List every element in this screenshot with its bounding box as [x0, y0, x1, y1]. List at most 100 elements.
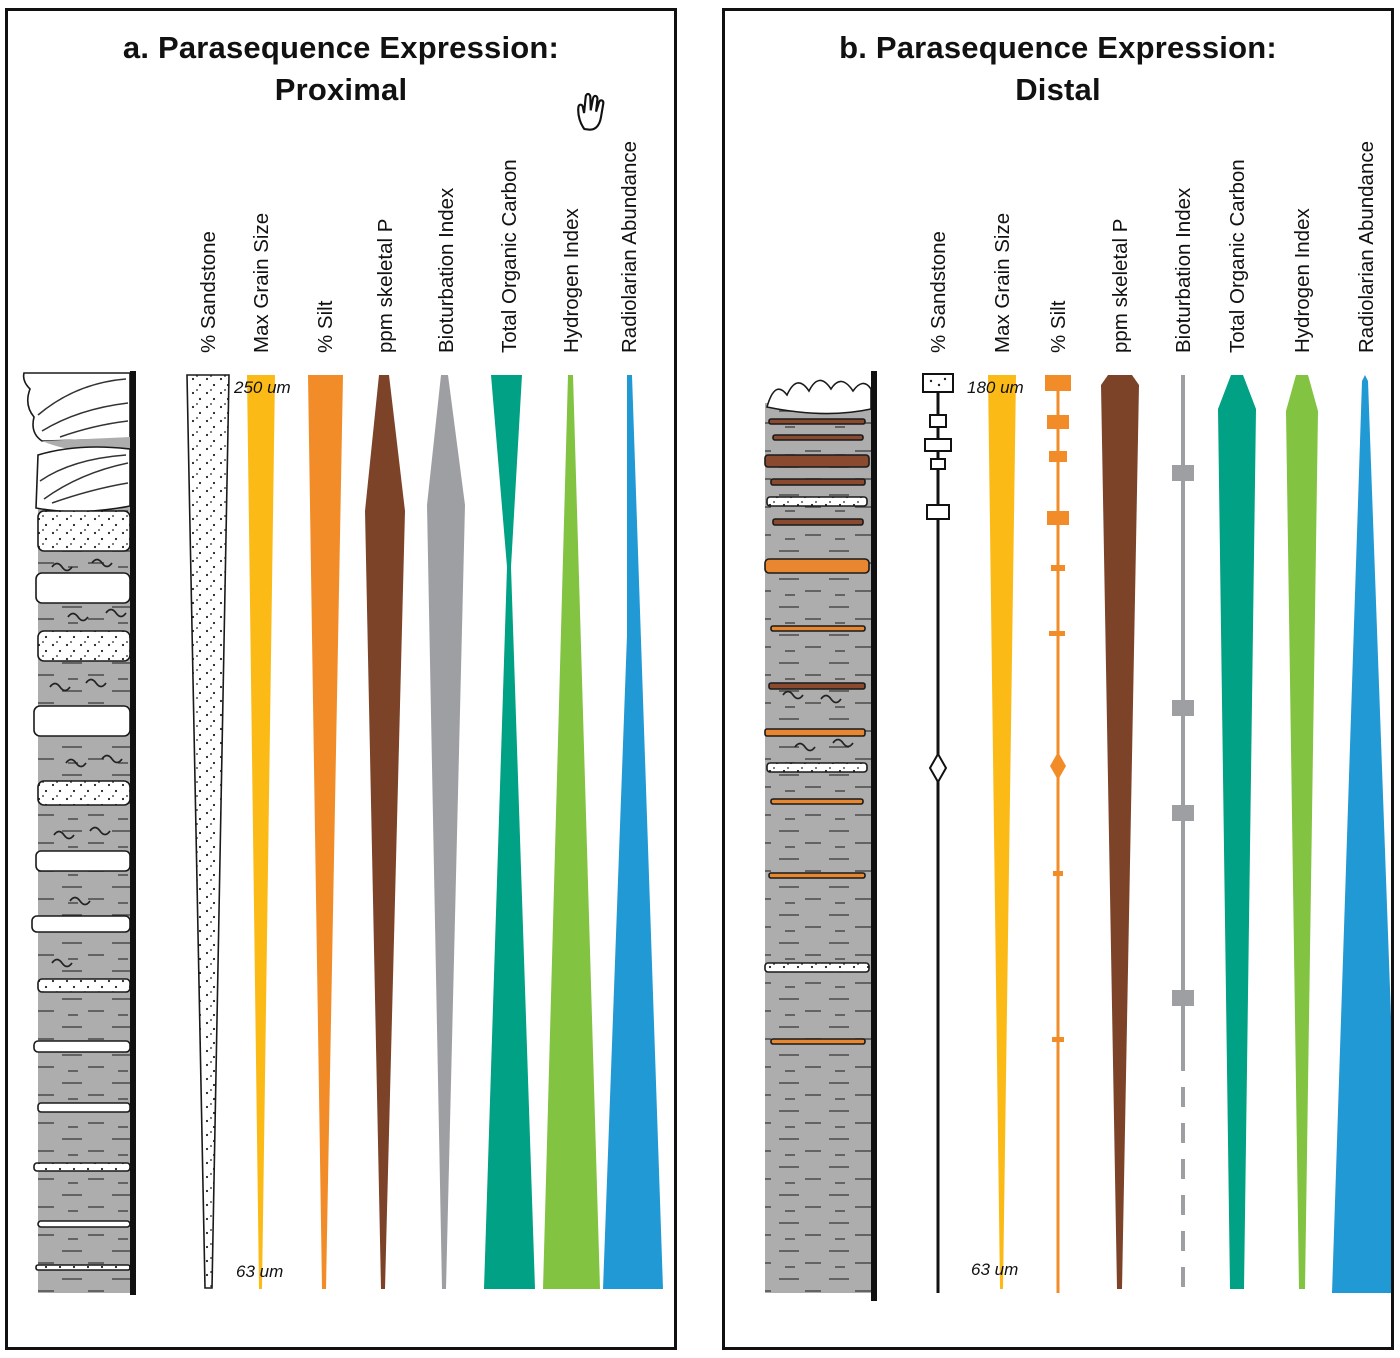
skeletal-p-curve [1101, 375, 1139, 1289]
orange-bed [764, 558, 870, 574]
column-label-max-grain: Max Grain Size [991, 213, 1014, 353]
sand-spike [922, 373, 954, 393]
max-grain-size-curve [988, 375, 1016, 1289]
datum-line [130, 371, 136, 1295]
sandstone-bed [33, 705, 131, 737]
silt-spike [1047, 511, 1069, 525]
panel-b-plot: % Sandstone Max Grain Size % Silt ppm sk… [764, 141, 1391, 1301]
log-baseline [936, 375, 940, 1293]
hand-cursor-icon [571, 89, 611, 133]
lithology-column-proximal [22, 371, 136, 1295]
column-label-max-grain: Max Grain Size [250, 213, 273, 353]
max-grain-size-curve [247, 375, 275, 1289]
silt-diamond-spike [1050, 752, 1066, 780]
stipple-dot [937, 383, 941, 387]
column-label-bioturbation: Bioturbation Index [435, 187, 458, 353]
silt-tick [1052, 1037, 1064, 1042]
sand-spike [929, 414, 947, 428]
silt-spike [1049, 451, 1067, 462]
cross-lamination [43, 462, 129, 500]
sand-diamond-spike [928, 751, 948, 785]
panel-distal: b. Parasequence Expression: Distal [722, 8, 1394, 1350]
orange-bed [770, 625, 866, 632]
sandstone-bed [37, 978, 131, 993]
silt-tick [1053, 871, 1063, 876]
brown-bed [768, 418, 866, 425]
cross-lamination [39, 454, 127, 482]
column-label-skeletal-p: ppm skeletal P [1109, 219, 1132, 353]
panel-b-title-line2: Distal [1015, 72, 1101, 107]
bioturbation-index-log [1172, 375, 1194, 1293]
column-label-sandstone: % Sandstone [927, 231, 950, 353]
brown-bed [768, 682, 866, 690]
sand-spike [930, 458, 946, 470]
sandstone-bed [35, 850, 131, 872]
panel-a-title-line1: a. Parasequence Expression: [122, 30, 560, 65]
panel-a-title: a. Parasequence Expression: Proximal [8, 27, 674, 111]
brown-bed [772, 434, 864, 441]
sandstone-bed [37, 1220, 131, 1228]
grain-size-top-annotation: 180 um [967, 378, 1024, 397]
panel-b-title-line1: b. Parasequence Expression: [839, 30, 1277, 65]
shale-lamination-texture [765, 403, 871, 1293]
brown-bed [770, 478, 866, 486]
sandstone-unit-1 [22, 372, 131, 442]
bioturbation-spike [1172, 805, 1194, 821]
silt-spike [1045, 375, 1071, 391]
sandstone-bed [37, 1102, 131, 1113]
sandstone-bed [35, 1264, 131, 1271]
brown-bed [764, 454, 870, 468]
silt-spike [1047, 415, 1069, 429]
sandstone-bed [33, 1040, 131, 1053]
panel-a-plot: % Sandstone Max Grain Size % Silt ppm sk… [22, 141, 663, 1295]
silt-percent-log [1045, 375, 1071, 1293]
cross-lamination [59, 420, 129, 438]
grain-size-top-annotation: 250 um [233, 378, 291, 397]
grain-size-bottom-annotation: 63 um [971, 1260, 1018, 1279]
silty-bed [766, 762, 868, 773]
column-label-radiolarian: Radiolarian Abundance [1355, 141, 1378, 353]
panel-b-title: b. Parasequence Expression: Distal [725, 27, 1391, 111]
sandstone-bed [37, 780, 131, 806]
orange-bed [770, 798, 864, 805]
bioturbation-spike [1172, 465, 1194, 481]
bioturbation-index-curve [427, 375, 465, 1289]
panel-a-title-line2: Proximal [274, 72, 408, 107]
cross-lamination [37, 378, 127, 416]
sand-spike [926, 504, 950, 520]
sandstone-percent-curve [186, 374, 230, 1289]
column-label-toc: Total Organic Carbon [1226, 159, 1249, 353]
log-baseline [1056, 375, 1060, 1293]
shale-lamination-texture [38, 481, 130, 1293]
total-organic-carbon-curve [484, 375, 535, 1289]
bioturbation-spike [1172, 700, 1194, 716]
column-label-hydrogen-index: Hydrogen Index [560, 208, 583, 353]
column-label-bioturbation: Bioturbation Index [1172, 187, 1195, 353]
hydrogen-index-curve [543, 375, 600, 1289]
column-label-silt: % Silt [1047, 300, 1070, 353]
column-label-hydrogen-index: Hydrogen Index [1291, 208, 1314, 353]
column-label-sandstone: % Sandstone [197, 231, 220, 353]
lithology-column-distal [764, 371, 877, 1301]
sand-spike [924, 438, 952, 452]
orange-bed [764, 728, 866, 737]
silty-bed [766, 496, 868, 507]
orange-bed [770, 1038, 866, 1045]
column-label-radiolarian: Radiolarian Abundance [618, 141, 641, 353]
silt-percent-curve [308, 375, 343, 1289]
panel-proximal: a. Parasequence Expression: Proximal [5, 8, 677, 1350]
cross-lamination [41, 402, 129, 432]
silt-tick [1051, 565, 1065, 571]
skeletal-p-curve [365, 375, 405, 1289]
bioturbation-spike [1172, 990, 1194, 1006]
sandstone-bed [37, 630, 131, 662]
cross-lamination [51, 482, 129, 504]
sandstone-bed [31, 915, 131, 933]
silty-bed [764, 962, 870, 973]
column-label-toc: Total Organic Carbon [498, 159, 521, 353]
stipple-dot [929, 379, 933, 383]
sandstone-cap-bed [765, 379, 872, 415]
total-organic-carbon-curve [1218, 375, 1256, 1289]
silt-tick [1049, 631, 1065, 636]
